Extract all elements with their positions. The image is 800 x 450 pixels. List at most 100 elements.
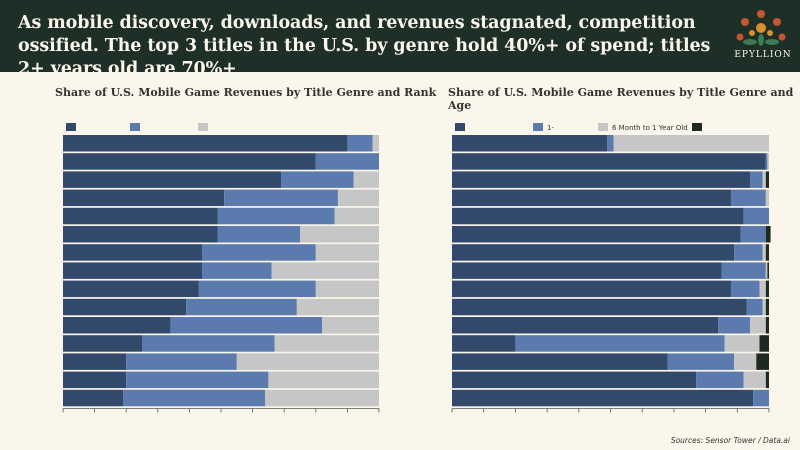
bar-segment xyxy=(268,371,379,389)
bar-segment xyxy=(63,244,203,261)
bar-segment xyxy=(765,317,769,334)
bar-segment xyxy=(743,207,769,225)
bar-segment xyxy=(337,189,379,207)
bar-segment xyxy=(765,244,769,261)
bar-segment xyxy=(452,171,750,188)
bar-segment xyxy=(63,298,187,316)
bar-segment xyxy=(126,353,237,370)
bar-segment xyxy=(753,389,769,407)
bar-segment xyxy=(198,280,316,298)
bar-segment xyxy=(296,298,379,316)
bar-segment xyxy=(202,244,316,261)
bar-segment xyxy=(762,244,766,261)
bar-segment xyxy=(452,135,608,152)
bar-segment xyxy=(515,335,725,352)
bar-segment xyxy=(762,298,766,316)
bar-segment xyxy=(765,153,768,170)
bar-segment xyxy=(452,389,754,407)
bar-segment xyxy=(765,280,769,298)
bar-segment xyxy=(765,189,769,207)
bar-segment xyxy=(767,153,769,170)
bar-segment xyxy=(452,262,722,279)
bar-segment xyxy=(236,353,379,370)
bar-segment xyxy=(274,335,379,352)
bar-segment xyxy=(123,389,266,407)
bar-segment xyxy=(63,135,348,152)
bar-segment xyxy=(271,262,379,279)
bar-segment xyxy=(767,262,769,279)
bar-segment xyxy=(756,353,769,370)
bar-segment xyxy=(724,335,760,352)
bar-segment xyxy=(765,171,769,188)
headline: As mobile discovery, downloads, and reve… xyxy=(18,13,711,79)
legend-swatch-2 xyxy=(198,123,208,131)
bar-segment xyxy=(315,244,379,261)
bar-segment xyxy=(746,298,763,316)
bar-segment xyxy=(217,207,335,225)
bar-segment xyxy=(63,353,127,370)
bar-segment xyxy=(734,244,763,261)
bar-segment xyxy=(452,298,747,316)
bar-segment xyxy=(63,389,124,407)
bar-segment xyxy=(63,262,203,279)
bar-segment xyxy=(452,335,516,352)
bar-segment xyxy=(759,280,766,298)
bar-segment xyxy=(126,371,269,389)
legend-label-1: 1- xyxy=(547,124,554,132)
bar-segment xyxy=(765,298,769,316)
bar-segment xyxy=(63,207,218,225)
bar-segment xyxy=(63,280,199,298)
bar-segment xyxy=(721,262,766,279)
bar-segment xyxy=(63,153,316,170)
bar-segment xyxy=(315,280,379,298)
legend-swatch-1 xyxy=(533,123,543,131)
bar-segment xyxy=(607,135,614,152)
bar-segment xyxy=(63,189,225,207)
right-chart-title: Share of U.S. Mobile Game Revenues by Ti… xyxy=(448,86,794,112)
bar-segment xyxy=(63,317,171,334)
bar-segment xyxy=(372,135,379,152)
bar-segment xyxy=(667,353,735,370)
bar-segment xyxy=(334,207,379,225)
bar-segment xyxy=(186,298,297,316)
bar-segment xyxy=(452,371,697,389)
bar-segment xyxy=(217,226,300,243)
bar-segment xyxy=(730,280,760,298)
bar-segment xyxy=(63,171,282,188)
bar-segment xyxy=(740,226,766,243)
legend-swatch-2 xyxy=(598,123,608,131)
bar-segment xyxy=(452,244,735,261)
legend-swatch-0 xyxy=(455,123,465,131)
bar-segment xyxy=(452,189,731,207)
bar-segment xyxy=(452,207,744,225)
bar-segment xyxy=(202,262,272,279)
bar-segment xyxy=(759,335,769,352)
legend-swatch-1 xyxy=(130,123,140,131)
bar-segment xyxy=(718,317,750,334)
bar-segment xyxy=(353,171,379,188)
bar-segment xyxy=(63,226,218,243)
bar-segment xyxy=(300,226,379,243)
bar-segment xyxy=(749,171,763,188)
source-note: Sources: Sensor Tower / Data.ai xyxy=(670,436,790,445)
legend-label-2: 6 Month to 1 Year Old xyxy=(612,124,688,132)
bar-segment xyxy=(315,153,379,170)
bar-segment xyxy=(142,335,275,352)
bar-segment xyxy=(762,171,766,188)
bar-segment xyxy=(452,226,741,243)
bar-segment xyxy=(452,353,668,370)
bar-segment xyxy=(765,262,768,279)
legend-swatch-0 xyxy=(66,123,76,131)
bar-segment xyxy=(281,171,354,188)
bar-segment xyxy=(224,189,338,207)
bar-segment xyxy=(322,317,379,334)
bar-segment xyxy=(749,317,766,334)
bar-segment xyxy=(452,280,731,298)
legend-swatch-3 xyxy=(692,123,702,131)
bar-segment xyxy=(63,371,127,389)
bar-segment xyxy=(765,226,771,243)
bar-segment xyxy=(734,353,757,370)
bar-segment xyxy=(265,389,379,407)
